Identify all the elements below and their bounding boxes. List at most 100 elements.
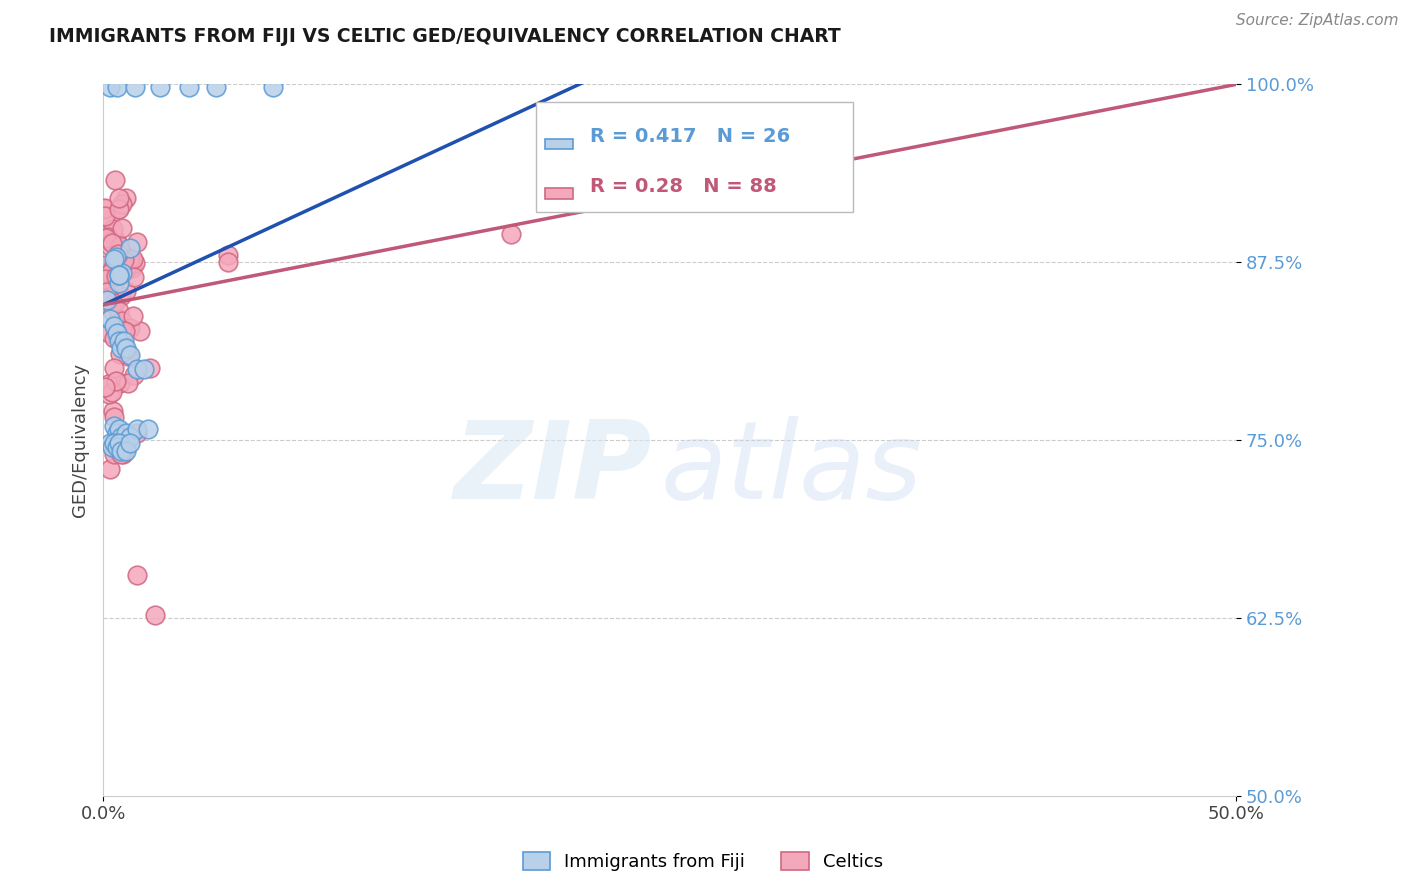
Point (121, 257, 143, 271)
Point (124, 256, 146, 270)
Text: atlas: atlas (661, 416, 922, 521)
Point (120, 241, 142, 255)
Point (115, 284, 138, 298)
Point (117, 349, 139, 363)
Y-axis label: GED/Equivalency: GED/Equivalency (72, 363, 89, 517)
Point (112, 253, 135, 268)
Point (105, 235, 128, 249)
Point (101, 440, 124, 454)
Point (104, 295, 127, 310)
Point (205, 80, 228, 95)
Point (122, 309, 145, 323)
Point (98, 239, 121, 253)
Point (111, 265, 134, 279)
Point (103, 418, 125, 433)
Point (108, 202, 131, 216)
Point (98, 275, 121, 289)
Point (98, 266, 121, 280)
Point (104, 250, 127, 264)
Point (114, 324, 136, 338)
Point (108, 347, 131, 361)
Point (94, 259, 117, 273)
Point (127, 362, 149, 376)
Point (98, 312, 121, 326)
Point (111, 313, 134, 327)
Point (217, 248, 239, 262)
Point (115, 190, 138, 204)
Point (121, 260, 143, 275)
Point (108, 201, 131, 215)
Point (111, 261, 134, 276)
Point (94, 379, 117, 393)
Point (105, 440, 128, 454)
Point (101, 236, 124, 251)
Point (94, 202, 117, 216)
Point (94, 285, 117, 300)
Point (114, 440, 136, 454)
Point (120, 436, 142, 450)
Point (105, 425, 128, 440)
Point (98, 80, 121, 95)
Point (110, 430, 132, 444)
Point (103, 447, 125, 461)
Point (118, 321, 141, 335)
Point (103, 227, 125, 242)
Point (110, 444, 132, 458)
Point (120, 430, 142, 444)
Point (110, 447, 132, 461)
Text: Source: ZipAtlas.com: Source: ZipAtlas.com (1236, 13, 1399, 29)
Point (121, 252, 143, 267)
Point (98, 436, 121, 450)
Point (132, 362, 155, 376)
Point (103, 264, 125, 278)
Point (262, 80, 284, 95)
Point (103, 277, 125, 292)
Point (103, 252, 125, 266)
Point (94, 209, 117, 223)
Point (112, 447, 135, 461)
Point (110, 376, 132, 391)
Point (105, 444, 128, 458)
Point (110, 341, 132, 355)
Point (103, 360, 125, 375)
Point (108, 422, 131, 436)
Point (115, 343, 138, 357)
Point (112, 334, 135, 348)
Point (100, 235, 122, 249)
Point (103, 409, 125, 424)
FancyBboxPatch shape (546, 188, 574, 199)
Point (108, 334, 131, 348)
Point (101, 221, 124, 235)
Point (105, 320, 128, 334)
Point (105, 80, 128, 95)
Point (115, 261, 138, 276)
Point (104, 172, 127, 186)
Point (103, 295, 125, 310)
Point (107, 247, 129, 261)
Point (94, 202, 117, 216)
Point (108, 276, 131, 290)
Point (94, 271, 117, 285)
Point (103, 436, 125, 450)
Point (103, 331, 125, 345)
Point (138, 361, 160, 376)
Point (101, 304, 124, 318)
Point (217, 255, 239, 269)
Point (117, 376, 139, 391)
Point (94, 231, 117, 245)
Point (127, 235, 149, 249)
Text: ZIP: ZIP (454, 416, 652, 522)
Point (108, 191, 131, 205)
Point (110, 197, 132, 211)
Point (499, 227, 522, 241)
Point (105, 266, 128, 280)
Point (98, 461, 121, 475)
Point (105, 326, 128, 341)
Point (107, 241, 129, 255)
Point (100, 285, 122, 300)
Legend: Immigrants from Fiji, Celtics: Immigrants from Fiji, Celtics (516, 846, 890, 879)
Point (108, 238, 131, 252)
Point (114, 341, 136, 355)
Point (101, 260, 124, 275)
Point (97, 376, 120, 391)
